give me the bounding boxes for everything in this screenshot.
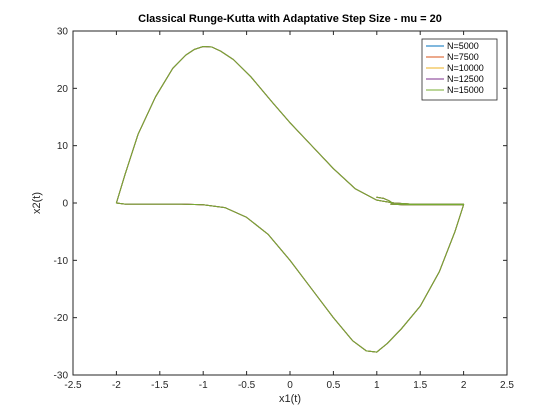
y-tick-label: -30 [54,371,69,382]
x-tick-label: -2.5 [64,380,82,391]
y-tick-label: -20 [54,313,69,324]
y-axis-ticks: -30 -20 -10 0 10 20 30 [54,27,507,382]
x-tick-label: 1 [374,380,380,391]
x-tick-label: 2.5 [500,380,514,391]
x-tick-label: 0.5 [326,380,340,391]
chart-title: Classical Runge-Kutta with Adaptative St… [138,13,442,25]
series-layer [115,45,465,353]
legend-label: N=12500 [447,74,484,84]
x-tick-label: 0 [287,380,293,391]
legend-label: N=15000 [447,85,484,95]
x-tick-label: -2 [112,380,121,391]
y-tick-label: 0 [62,199,68,210]
y-tick-label: 20 [57,84,69,95]
y-tick-label: 10 [57,141,69,152]
x-tick-label: -1 [199,380,208,391]
y-axis-label: x2(t) [31,192,43,214]
y-tick-label: 30 [57,27,69,38]
x-tick-label: 1.5 [413,380,427,391]
legend-label: N=5000 [447,41,479,51]
legend-label: N=7500 [447,52,479,62]
x-tick-label: -1.5 [151,380,169,391]
series-line-n-15000 [115,45,465,353]
x-axis-label: x1(t) [279,393,301,405]
x-tick-label: -0.5 [238,380,256,391]
x-axis-ticks: -2.5 -2 -1.5 -1 -0.5 0 0.5 1 1.5 2 2.5 [64,31,514,391]
legend-label: N=10000 [447,63,484,73]
x-tick-label: 2 [461,380,467,391]
y-tick-label: -10 [54,256,69,267]
